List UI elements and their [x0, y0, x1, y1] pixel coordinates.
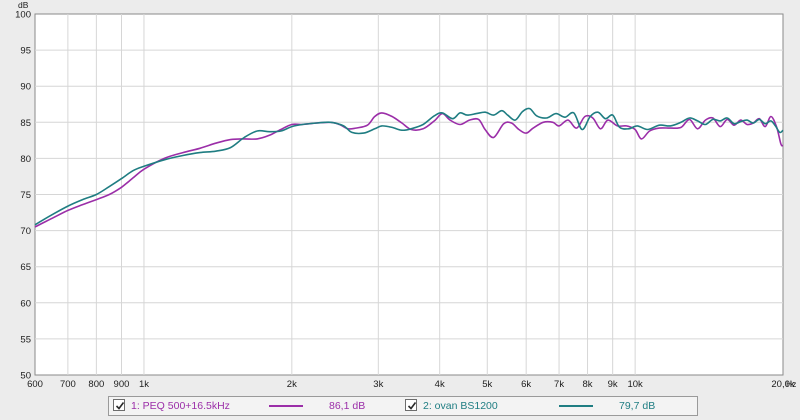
y-tick-label: 90 [20, 82, 31, 93]
x-tick-label: 2k [287, 379, 297, 390]
checkmark-icon [115, 402, 125, 410]
legend-item-series-1[interactable]: 1: PEQ 500+16.5kHz 86,1 dB [109, 397, 399, 415]
series-1-swatch [269, 405, 303, 407]
series-1-label: 1: PEQ 500+16.5kHz [131, 400, 230, 412]
series-2-checkbox[interactable] [405, 399, 417, 411]
x-tick-label: 4k [435, 379, 445, 390]
series-2-value: 79,7 dB [619, 400, 656, 412]
x-tick-label: 6k [521, 379, 531, 390]
y-tick-label: 85 [20, 118, 31, 129]
series-line-2 [34, 107, 784, 226]
x-tick-label: 7k [554, 379, 564, 390]
x-tick-label: 1k [139, 379, 149, 390]
x-tick-label: 9k [608, 379, 618, 390]
series-line-1 [34, 112, 784, 228]
series-2-swatch [559, 405, 593, 407]
x-tick-label: 8k [583, 379, 593, 390]
grid-lines [35, 14, 783, 375]
y-tick-label: 100 [15, 10, 31, 21]
x-tick-label: 3k [373, 379, 383, 390]
series-1-checkbox[interactable] [113, 399, 125, 411]
legend-panel: 1: PEQ 500+16.5kHz 86,1 dB 2: ovan BS120… [108, 396, 698, 416]
x-axis-unit: Hz [786, 379, 796, 389]
y-tick-label: 75 [20, 190, 31, 201]
x-tick-label: 700 [60, 379, 76, 390]
y-tick-label: 55 [20, 334, 31, 345]
y-tick-label: 50 [20, 371, 31, 382]
y-tick-label: 95 [20, 46, 31, 57]
series-2-label: 2: ovan BS1200 [423, 400, 498, 412]
checkmark-icon [407, 402, 417, 410]
y-tick-label: 65 [20, 262, 31, 273]
series-1-value: 86,1 dB [329, 400, 366, 412]
x-tick-label: 900 [114, 379, 130, 390]
y-tick-label: 70 [20, 226, 31, 237]
legend-item-series-2[interactable]: 2: ovan BS1200 79,7 dB [405, 397, 695, 415]
x-tick-label: 20,0k [771, 379, 794, 390]
x-tick-label: 5k [482, 379, 492, 390]
response-curves [34, 107, 784, 228]
x-tick-label: 800 [88, 379, 104, 390]
y-tick-label: 80 [20, 154, 31, 165]
y-axis-unit: dB [18, 0, 29, 10]
x-tick-label: 600 [27, 379, 43, 390]
y-tick-label: 60 [20, 298, 31, 309]
x-tick-label: 10k [627, 379, 643, 390]
axis-tick-labels: 50 55 60 65 70 75 80 85 90 95 100 600 700 800 900 1k 2k 3… [15, 10, 795, 391]
